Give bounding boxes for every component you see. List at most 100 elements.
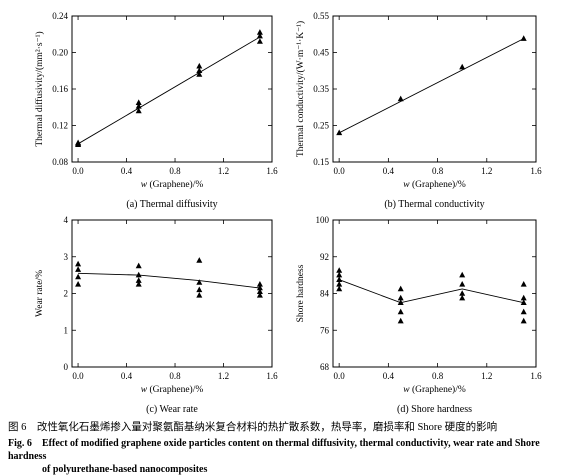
data-point-triangle <box>256 281 263 287</box>
x-tick-label: 1.2 <box>481 166 492 176</box>
data-point-triangle <box>75 140 82 147</box>
data-point-triangle <box>520 281 527 287</box>
data-point-triangle <box>256 38 263 44</box>
plot-frame <box>332 219 537 368</box>
x-tick-label: 0.8 <box>169 166 181 176</box>
x-tick-label: 1.2 <box>481 371 492 381</box>
y-tick-label: 76 <box>320 325 330 335</box>
y-axis-label: Wear rate/% <box>35 270 45 317</box>
data-point-triangle <box>135 262 142 269</box>
data-point-triangle <box>336 276 343 282</box>
panel-c: 0.0 0.4 0.8 1.2 1.6 0 1 2 3 4 w (Graphene)/% Wear r… <box>35 215 278 415</box>
data-point-triangle <box>520 35 527 41</box>
x-tick-label: 1.6 <box>530 166 542 176</box>
x-tick-label: 0.0 <box>334 371 346 381</box>
x-tick-label: 0.8 <box>169 371 181 381</box>
x-axis-label: w (Graphene)/% <box>141 179 204 190</box>
panel-caption: (a) Thermal diffusivity <box>126 199 217 210</box>
y-tick-label: 0.35 <box>313 84 329 94</box>
data-point-triangle <box>135 107 142 114</box>
x-tick-label: 1.6 <box>266 371 278 381</box>
data-point-triangle <box>196 67 203 73</box>
data-point-triangle <box>256 29 263 35</box>
y-axis-label: Shore hardness <box>296 264 306 322</box>
y-tick-label: 68 <box>320 362 330 372</box>
panel-caption: (d) Shore hardness <box>397 404 472 415</box>
data-point-triangle <box>459 294 466 301</box>
data-point-triangle <box>336 267 343 273</box>
y-tick-label: 0.45 <box>313 48 329 58</box>
data-point-triangle <box>256 288 263 294</box>
data-point-triangle <box>336 129 343 136</box>
y-tick-label: 0.55 <box>313 11 329 21</box>
plot-frame <box>332 15 537 163</box>
caption-line-1: Effect of modified graphene oxide partic… <box>8 438 540 462</box>
data-point-triangle <box>520 294 527 301</box>
figure-caption-english: Fig. 6 Effect of modified graphene oxide … <box>8 437 578 476</box>
x-tick-label: 0.0 <box>72 166 84 176</box>
series-line <box>78 272 260 289</box>
y-tick-label: 84 <box>320 289 330 299</box>
data-point-triangle <box>520 317 527 324</box>
y-tick-label: 1 <box>64 325 69 335</box>
y-tick-label: 0.12 <box>52 121 68 131</box>
panel-caption: (b) Thermal conductivity <box>384 199 484 210</box>
data-point-triangle <box>336 285 343 292</box>
data-point-triangle <box>397 285 404 292</box>
data-point-triangle <box>397 95 404 102</box>
panel-a: 0.0 0.4 0.8 1.2 1.6 0.08 0.12 0.16 0.20 0.24 w (Gr… <box>34 11 278 210</box>
data-point-triangle <box>196 71 203 77</box>
y-tick-label: 0.20 <box>52 48 68 58</box>
x-tick-label: 0.4 <box>383 166 395 176</box>
data-point-triangle <box>256 284 263 291</box>
figure-number: Fig. 6 <box>8 438 32 449</box>
data-point-triangle <box>520 308 527 315</box>
x-tick-label: 1.2 <box>218 166 229 176</box>
series-line <box>339 279 524 304</box>
data-point-triangle <box>397 299 404 305</box>
y-tick-label: 0.08 <box>52 157 68 167</box>
data-point-triangle <box>459 63 466 70</box>
data-point-triangle <box>135 103 142 109</box>
y-tick-label: 0.16 <box>52 84 68 94</box>
data-point-triangle <box>397 317 404 324</box>
x-axis-label: w (Graphene)/% <box>141 384 204 395</box>
data-point-triangle <box>135 99 142 105</box>
x-tick-label: 1.6 <box>530 371 542 381</box>
data-point-triangle <box>196 279 203 285</box>
data-point-triangle <box>135 281 142 287</box>
x-tick-label: 0.8 <box>432 371 444 381</box>
data-point-triangle <box>75 281 82 287</box>
data-point-triangle <box>196 257 203 263</box>
y-axis-label: Thermal conductivity/(W·m⁻¹·K⁻¹) <box>295 21 306 157</box>
x-tick-label: 0.4 <box>121 166 133 176</box>
y-tick-label: 4 <box>64 215 69 225</box>
x-tick-label: 1.2 <box>218 371 229 381</box>
panel-d: 0.0 0.4 0.8 1.2 1.6 68 76 84 92 100 w (Graphene)/%… <box>296 215 542 415</box>
figure-caption-chinese: 图 6 改性氧化石墨烯掺入量对聚氨酯基纳米复合材料的热扩散系数，热导率，磨损率和… <box>8 422 498 433</box>
data-point-triangle <box>75 260 82 267</box>
x-tick-label: 0.0 <box>334 166 346 176</box>
data-point-triangle <box>397 308 404 315</box>
x-axis-label: w (Graphene)/% <box>403 179 466 190</box>
data-point-triangle <box>135 277 142 283</box>
x-tick-label: 0.4 <box>121 371 133 381</box>
y-tick-label: 92 <box>320 252 329 262</box>
y-tick-label: 100 <box>316 215 330 225</box>
data-point-triangle <box>459 271 466 278</box>
data-point-triangle <box>459 281 466 287</box>
data-point-triangle <box>397 294 404 301</box>
data-point-triangle <box>256 32 263 39</box>
data-point-triangle <box>256 292 263 298</box>
data-point-triangle <box>75 273 82 280</box>
data-point-triangle <box>459 290 466 296</box>
panel-b: 0.0 0.4 0.8 1.2 1.6 0.15 0.25 0.35 0.45 0.55 w (Gr… <box>295 11 542 210</box>
y-tick-label: 2 <box>64 289 69 299</box>
y-tick-label: 0.24 <box>52 11 68 21</box>
y-tick-label: 0.15 <box>313 157 329 167</box>
data-point-triangle <box>336 281 343 287</box>
x-tick-label: 0.8 <box>432 166 444 176</box>
data-point-triangle <box>336 271 343 278</box>
x-axis-label: w (Graphene)/% <box>403 384 466 395</box>
plot-frame <box>71 219 273 368</box>
